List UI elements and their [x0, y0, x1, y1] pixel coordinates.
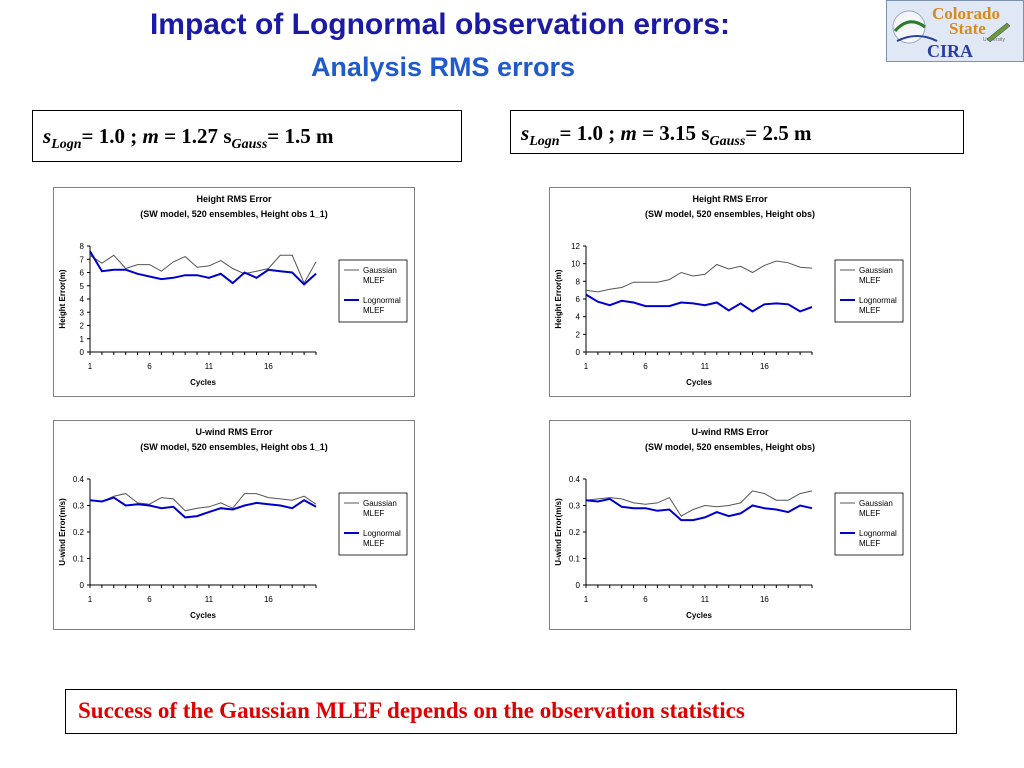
slide-title: Impact of Lognormal observation errors: — [149, 8, 731, 41]
x-tick-label: 16 — [760, 595, 769, 604]
legend-label: Gaussian — [363, 499, 397, 508]
y-tick-label: 2 — [576, 330, 581, 339]
y-tick-label: 10 — [571, 260, 580, 269]
chart-subtitle: (SW model, 520 ensembles, Height obs) — [645, 442, 815, 452]
series-line-lognormal — [89, 496, 317, 519]
x-tick-label: 16 — [264, 362, 273, 371]
y-tick-label: 0 — [80, 348, 85, 357]
params-right: sLogn= 1.0 ; m = 3.15 sGauss= 2.5 m — [510, 110, 964, 154]
y-tick-label: 0 — [576, 581, 581, 590]
chart-uwind-obs: U-wind RMS Error (SW model, 520 ensembles… — [549, 420, 911, 630]
y-axis-label: Height Error(m) — [554, 269, 563, 328]
y-tick-label: 8 — [80, 242, 85, 251]
legend-label: Lognormal — [363, 529, 401, 538]
x-tick-label: 16 — [760, 362, 769, 371]
legend-label: MLEF — [859, 276, 880, 285]
csu-cira-logo: Colorado State University CIRA — [886, 0, 1024, 62]
x-axis-label: Cycles — [686, 378, 712, 387]
x-tick-label: 11 — [701, 595, 710, 604]
y-tick-label: 5 — [80, 282, 85, 291]
y-tick-label: 0 — [80, 581, 85, 590]
legend-label: MLEF — [859, 509, 880, 518]
legend-label: MLEF — [363, 276, 384, 285]
x-tick-label: 6 — [147, 362, 152, 371]
y-tick-label: 1 — [80, 335, 85, 344]
series-line-gaussian — [585, 260, 813, 293]
y-tick-label: 6 — [80, 269, 85, 278]
slide-subtitle: Analysis RMS errors — [310, 52, 576, 82]
x-tick-label: 1 — [88, 362, 93, 371]
chart-title: Height RMS Error — [692, 194, 768, 204]
x-tick-label: 11 — [701, 362, 710, 371]
legend-label: MLEF — [363, 306, 384, 315]
y-axis-label: U-wind Error(m/s) — [554, 498, 563, 566]
y-tick-label: 0.1 — [73, 555, 85, 564]
x-tick-label: 11 — [205, 595, 214, 604]
legend-label: Lognormal — [859, 296, 897, 305]
legend-label: Gaussian — [859, 266, 893, 275]
y-tick-label: 0.4 — [569, 475, 581, 484]
y-axis-label: Height Error(m) — [58, 269, 67, 328]
legend-label: MLEF — [363, 539, 384, 548]
x-tick-label: 6 — [643, 595, 648, 604]
legend-label: MLEF — [859, 306, 880, 315]
x-axis-label: Cycles — [686, 611, 712, 620]
conclusion-box: Success of the Gaussian MLEF depends on … — [65, 689, 957, 734]
y-tick-label: 4 — [576, 313, 581, 322]
legend-label: MLEF — [363, 509, 384, 518]
y-tick-label: 8 — [576, 277, 581, 286]
legend-label: MLEF — [859, 539, 880, 548]
y-tick-label: 12 — [571, 242, 580, 251]
y-tick-label: 6 — [576, 295, 581, 304]
chart-title: U-wind RMS Error — [691, 427, 768, 437]
y-tick-label: 0.1 — [569, 555, 581, 564]
x-tick-label: 11 — [205, 362, 214, 371]
x-tick-label: 6 — [147, 595, 152, 604]
y-tick-label: 0.3 — [73, 502, 85, 511]
y-tick-label: 2 — [80, 322, 85, 331]
y-axis-label: U-wind Error(m/s) — [58, 498, 67, 566]
series-line-lognormal — [585, 293, 813, 313]
y-tick-label: 3 — [80, 308, 85, 317]
chart-title: U-wind RMS Error — [195, 427, 272, 437]
series-line-lognormal — [89, 250, 317, 286]
logo-line2: State — [949, 19, 986, 38]
x-tick-label: 1 — [88, 595, 93, 604]
y-tick-label: 0.2 — [569, 528, 581, 537]
x-tick-label: 6 — [643, 362, 648, 371]
logo-line1: Colorado — [932, 4, 1000, 23]
legend-label: Gaussian — [363, 266, 397, 275]
chart-height-obs: Height RMS Error (SW model, 520 ensembles… — [549, 187, 911, 397]
series-line-gaussian — [585, 490, 813, 517]
chart-title: Height RMS Error — [196, 194, 272, 204]
legend-label: Lognormal — [859, 529, 897, 538]
logo-line3: University — [983, 37, 1005, 43]
y-tick-label: 7 — [80, 255, 85, 264]
x-tick-label: 1 — [584, 595, 589, 604]
y-tick-label: 0.4 — [73, 475, 85, 484]
y-tick-label: 0.2 — [73, 528, 85, 537]
legend-label: Gaussian — [859, 499, 893, 508]
y-tick-label: 0.3 — [569, 502, 581, 511]
x-tick-label: 1 — [584, 362, 589, 371]
y-tick-label: 4 — [80, 295, 85, 304]
chart-subtitle: (SW model, 520 ensembles, Height obs) — [645, 209, 815, 219]
chart-uwind-obs11: U-wind RMS Error (SW model, 520 ensembles… — [53, 420, 415, 630]
chart-subtitle: (SW model, 520 ensembles, Height obs 1_1… — [140, 209, 328, 219]
chart-height-obs11: Height RMS Error (SW model, 520 ensembles… — [53, 187, 415, 397]
x-axis-label: Cycles — [190, 378, 216, 387]
legend-label: Lognormal — [363, 296, 401, 305]
params-left: sLogn= 1.0 ; m = 1.27 sGauss= 1.5 m — [32, 110, 462, 162]
logo-line4: CIRA — [927, 41, 973, 61]
series-line-gaussian — [89, 254, 317, 285]
y-tick-label: 0 — [576, 348, 581, 357]
chart-subtitle: (SW model, 520 ensembles, Height obs 1_1… — [140, 442, 328, 452]
series-line-lognormal — [585, 497, 813, 522]
x-tick-label: 16 — [264, 595, 273, 604]
series-line-gaussian — [89, 493, 317, 512]
x-axis-label: Cycles — [190, 611, 216, 620]
